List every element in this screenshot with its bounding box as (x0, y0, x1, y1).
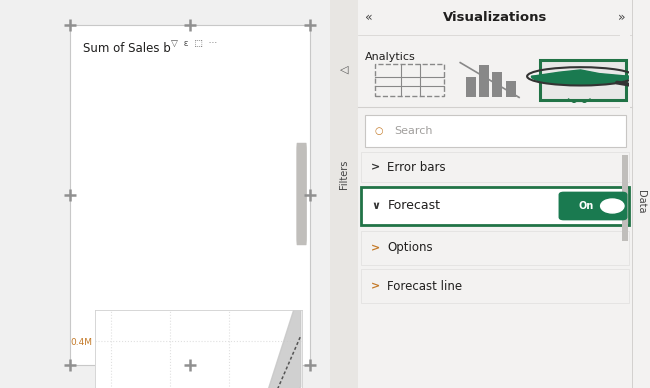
Text: Forecast line: Forecast line (387, 280, 462, 293)
Text: ▽  ε  ⬚  ···: ▽ ε ⬚ ··· (171, 40, 217, 49)
Text: Data: Data (636, 190, 646, 213)
Text: Visualizations: Visualizations (443, 11, 547, 24)
Text: Error bars: Error bars (387, 161, 446, 174)
Text: »: » (618, 11, 625, 24)
Text: Sum of Sales b: Sum of Sales b (83, 42, 171, 55)
FancyBboxPatch shape (296, 143, 307, 245)
FancyBboxPatch shape (506, 81, 516, 97)
Text: Forecast: Forecast (387, 199, 440, 213)
FancyBboxPatch shape (492, 72, 502, 97)
Text: On: On (578, 201, 593, 211)
Text: Analytics: Analytics (365, 52, 415, 62)
Text: Options: Options (387, 241, 433, 254)
Text: ◁: ◁ (340, 65, 348, 75)
Text: ○: ○ (374, 126, 383, 135)
FancyBboxPatch shape (374, 64, 444, 96)
FancyBboxPatch shape (479, 65, 489, 97)
FancyBboxPatch shape (465, 77, 476, 97)
Text: >: > (371, 162, 380, 172)
Text: >: > (371, 281, 380, 291)
Polygon shape (569, 99, 590, 106)
FancyBboxPatch shape (541, 60, 626, 100)
Polygon shape (532, 76, 630, 85)
Polygon shape (532, 70, 630, 76)
Text: >: > (371, 243, 380, 253)
Text: «: « (365, 11, 372, 24)
Text: ∨: ∨ (371, 201, 380, 211)
Text: Search: Search (394, 126, 432, 135)
Text: Filters: Filters (339, 160, 349, 189)
